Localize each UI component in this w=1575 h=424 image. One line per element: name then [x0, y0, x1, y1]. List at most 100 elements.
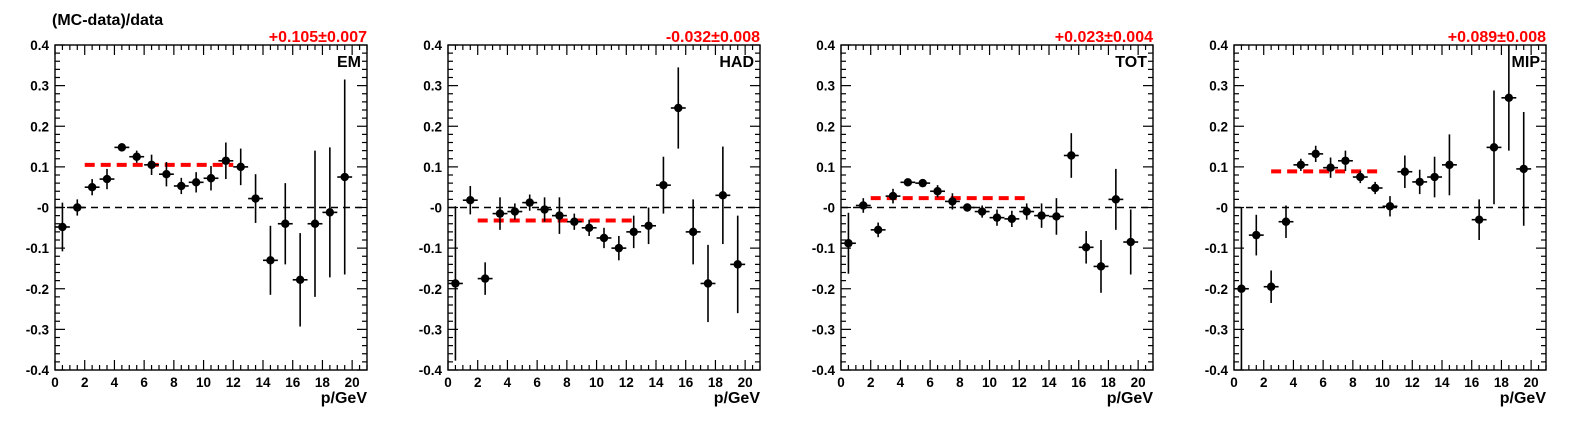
panel-4-data-point [1415, 177, 1424, 187]
panel-1-x-axis-title: p/GeV [321, 390, 368, 407]
panel-3-x-axis-title: p/GeV [1107, 390, 1154, 407]
panel-1-ytick-label: -0 [37, 201, 49, 216]
panel-1-label: EM [337, 54, 361, 71]
panel-3-xtick-label: 4 [897, 375, 905, 390]
panel-3-data-point [1081, 243, 1091, 252]
panel-3-ytick-label: 0.1 [816, 160, 835, 175]
panel-3-xtick-label: 18 [1101, 375, 1117, 390]
panel-1-data-point [266, 256, 275, 265]
panel-3-ytick-label: -0.1 [812, 241, 836, 256]
panel-1-data-point [325, 208, 335, 217]
panel-3-ytick-label: 0.3 [816, 79, 835, 94]
panel-3-data-point [933, 187, 942, 196]
panel-4-xtick-label: 16 [1464, 375, 1480, 390]
panel-3-data-point [903, 178, 913, 187]
panel-4-data-point [1341, 156, 1350, 165]
panel-4-data-point [1474, 215, 1484, 224]
panel-2-data-point [540, 205, 549, 214]
panel-4-xtick-label: 14 [1434, 375, 1450, 390]
panel-2-ytick-label: 0.1 [423, 160, 442, 175]
panel-3-fit-label: +0.023±0.004 [1055, 29, 1153, 46]
panel-3-xtick-label: 8 [956, 375, 964, 390]
panel-4-label: MIP [1512, 54, 1541, 71]
panel-4-xtick-label: 6 [1319, 375, 1327, 390]
panel-2-ytick-label: -0.1 [419, 241, 443, 256]
panel-3-data-point [1096, 262, 1106, 271]
panel-4-xtick-label: 4 [1290, 375, 1298, 390]
panel-3-ytick-label: 0.2 [816, 119, 835, 134]
panel-3-data-point [918, 178, 927, 188]
panel-2-data-point [688, 227, 698, 237]
panel-1-data-point [236, 162, 245, 172]
panel-3-xtick-label: 20 [1131, 375, 1146, 390]
panel-1-data-point [206, 174, 216, 183]
panel-1-data-point [73, 203, 82, 212]
panel-4-fit-label: +0.089±0.008 [1448, 29, 1546, 46]
panel-1-data-point [87, 182, 97, 192]
panel-4-ytick-label: 0.2 [1209, 119, 1228, 134]
panel-2-xtick-label: 20 [738, 375, 753, 390]
panel-1-data-point [281, 219, 290, 228]
panel-2-data-point [525, 198, 534, 207]
panel-2-data-point [510, 207, 520, 216]
panel-2-data-point [570, 217, 579, 226]
panel-4-xtick-label: 18 [1494, 375, 1510, 390]
panel-3-xtick-label: 14 [1041, 375, 1057, 390]
panel-2-label: HAD [719, 54, 754, 71]
panel-1-ytick-label: 0.1 [30, 160, 49, 175]
panel-2-data-point [466, 195, 475, 205]
panel-1-data-point [310, 219, 320, 228]
panel-4-data-point [1489, 143, 1499, 152]
panel-2-fit-label: -0.032±0.008 [666, 29, 760, 46]
panel-4-data-point [1445, 160, 1454, 170]
panel-2-data-point [599, 233, 609, 243]
y-axis-title: (MC-data)/data [52, 12, 163, 29]
panel-1-xtick-label: 10 [196, 375, 211, 390]
panel-3-data-point [844, 239, 853, 248]
panel-2-data-point [644, 221, 653, 230]
panel-2-ytick-label: -0 [430, 201, 442, 216]
panel-4-x-axis-title: p/GeV [1500, 390, 1547, 407]
panel-4-ytick-label: -0.3 [1205, 322, 1229, 337]
panel-1-ytick-label: 0.4 [30, 38, 49, 53]
panel-3-ytick-label: -0.3 [812, 322, 836, 337]
panel-3-xtick-label: 16 [1071, 375, 1087, 390]
panel-3-data-point [1037, 211, 1046, 220]
panel-1-ytick-label: 0.3 [30, 79, 49, 94]
panel-3-data-point [1007, 214, 1017, 224]
panel-3-data-point [859, 201, 868, 210]
panel-2-data-point [659, 180, 668, 190]
panel-2-xtick-label: 6 [533, 375, 541, 390]
panel-1-data-point [132, 152, 141, 161]
panel-2-xtick-label: 18 [708, 375, 724, 390]
panel-1-data-point [162, 169, 171, 179]
panel-4-data-point [1237, 284, 1246, 293]
panel-1-data-point [58, 222, 67, 232]
panel-1-ytick-label: -0.2 [26, 282, 49, 297]
panel-4-data-point [1385, 202, 1395, 211]
panel-3-label: TOT [1115, 54, 1147, 71]
panel-3-xtick-label: 12 [1012, 375, 1027, 390]
panel-4-xtick-label: 20 [1524, 375, 1539, 390]
panel-1-data-point [295, 275, 305, 285]
panel-4-data-point [1326, 163, 1335, 172]
panel-2-data-point [629, 227, 638, 237]
panel-3-ytick-label: -0.2 [812, 282, 835, 297]
panel-1-data-point [191, 178, 201, 187]
panel-1-ytick-label: 0.2 [30, 119, 49, 134]
panel-1-xtick-label: 4 [111, 375, 119, 390]
panel-4-ytick-label: -0 [1216, 201, 1228, 216]
panel-3-xtick-label: 10 [982, 375, 997, 390]
panel-3-data-point [888, 191, 898, 201]
panel-2-ytick-label: 0.3 [423, 79, 442, 94]
panel-2-data-point [555, 211, 564, 220]
panel-1-ytick-label: -0.4 [26, 363, 50, 378]
panel-2-data-point [614, 243, 624, 253]
panel-3-xtick-label: 0 [837, 375, 845, 390]
panel-2-data-point [703, 279, 713, 288]
panel-2-x-axis-title: p/GeV [714, 390, 761, 407]
panel-1-xtick-label: 2 [81, 375, 89, 390]
panel-4-data-point [1370, 183, 1380, 193]
panel-2-data-point [451, 279, 460, 288]
